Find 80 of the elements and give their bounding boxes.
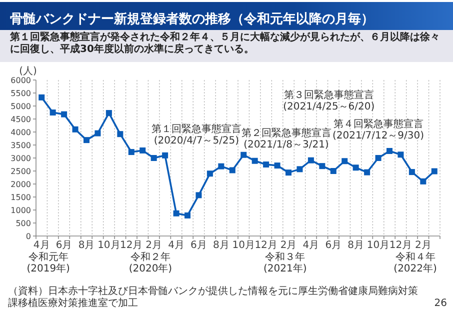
y-tick-label: 2000	[10, 180, 31, 189]
text: 令和４年 (2022年)	[394, 251, 438, 274]
x-tick-label: 12月	[389, 240, 412, 251]
text: 令和３年 (2021年)	[264, 251, 307, 274]
point	[398, 152, 404, 158]
point	[94, 130, 101, 136]
chart-subtitle: 第１回緊急事態宣言が発令された令和２年４、５月に大幅な減少が見られたが、６月以降は徐々に回復し、平成30年度以前の水準に戻ってきている。	[0, 30, 453, 62]
y-tick-label: 5000	[10, 102, 31, 111]
x-tick-label: 4月	[33, 240, 50, 251]
point	[61, 111, 68, 118]
point	[352, 164, 359, 171]
point	[408, 169, 415, 176]
annotation: 第１回緊急事態宣言 (2020/4/7～5/25)	[151, 123, 242, 146]
x-tick-label: 6月	[56, 240, 72, 251]
y-tick-label: 1500	[10, 192, 31, 202]
point	[128, 149, 134, 156]
x-tick-label: 10月	[232, 240, 255, 251]
y-tick-label: 4000	[10, 128, 31, 137]
y-tick-label: 500	[16, 218, 31, 228]
text: 26	[434, 298, 447, 309]
text: 令和元年 (2019年)	[26, 251, 70, 274]
point	[330, 168, 336, 174]
point	[263, 162, 270, 168]
point	[173, 210, 180, 216]
point	[140, 147, 146, 154]
annotation: 第３回緊急事態宣言 (2021/4/25～6/20)	[283, 89, 375, 113]
annotation: 第２回緊急事態宣言 (2021/1/8～3/21)	[241, 126, 332, 150]
point	[386, 148, 392, 154]
x-tick-label: 6月	[325, 240, 342, 251]
point	[50, 110, 56, 116]
x-tick-label: 2月	[146, 240, 162, 251]
x-tick-label: 8月	[212, 240, 230, 251]
y-tick-label: 3500	[10, 140, 31, 150]
x-tick-label: 12月	[254, 240, 278, 251]
point	[150, 155, 157, 161]
point	[117, 131, 124, 138]
y-tick-label: 0	[26, 232, 31, 241]
point	[84, 137, 90, 144]
point	[274, 162, 280, 169]
point	[431, 168, 438, 174]
point	[218, 163, 224, 170]
y-tick-label: 2500	[10, 166, 31, 176]
y-tick-label: 5500	[10, 88, 31, 98]
y-tick-label: 1000	[10, 206, 31, 215]
x-tick-label: 10月	[366, 240, 390, 251]
point	[162, 152, 168, 158]
chart-title: 骨髄バンクドナー新規登録者数の推移（令和元年以降の月毎）	[10, 10, 374, 28]
point	[308, 157, 314, 164]
point	[206, 170, 213, 177]
x-tick-label: 4月	[302, 240, 320, 251]
annotation: 第４回緊急事態宣言 (2021/7/12～9/30)	[332, 118, 424, 142]
x-tick-label: 4月	[168, 240, 184, 251]
point	[420, 178, 426, 184]
point	[252, 158, 258, 164]
point	[229, 167, 236, 174]
x-tick-label: 10月	[98, 240, 120, 251]
x-tick-label: 2月	[414, 240, 432, 251]
point	[319, 163, 326, 170]
point	[364, 169, 370, 176]
x-tick-label: 8月	[348, 240, 364, 251]
point	[38, 94, 45, 100]
y-axis-title: (人)	[19, 66, 37, 77]
text: （資料）日本赤十字社及び日本骨髄バンクが提供した情報を元に厚生労働省健康局難病対策課移植医療対策推進室で加工	[8, 286, 418, 310]
point	[375, 155, 382, 161]
y-tick-label: 6000	[10, 76, 31, 85]
y-tick-label: 3000	[10, 154, 31, 163]
x-tick-label: 8月	[78, 240, 95, 251]
point	[240, 152, 247, 158]
point	[72, 126, 78, 132]
point	[296, 166, 303, 172]
x-tick-label: 6月	[190, 240, 207, 251]
x-tick-label: 2月	[280, 240, 297, 251]
y-tick-label: 4500	[10, 114, 31, 124]
point	[196, 192, 202, 198]
point	[342, 158, 348, 164]
text: 令和２年 (2020年)	[128, 251, 172, 274]
point	[106, 110, 112, 116]
x-tick-label: 12月	[120, 240, 143, 251]
point	[184, 212, 190, 218]
point	[286, 170, 292, 176]
